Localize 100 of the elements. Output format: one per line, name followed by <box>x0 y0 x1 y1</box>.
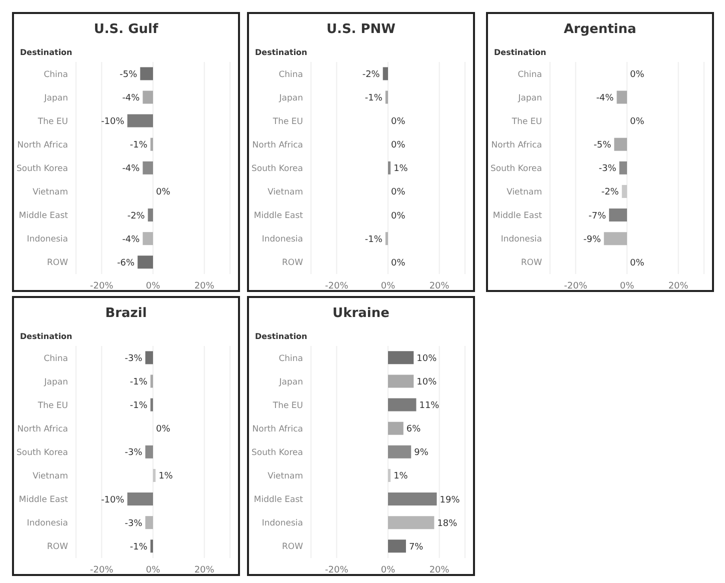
y-tick-label: Middle East <box>18 211 69 222</box>
chart-title: U.S. Gulf <box>92 22 160 39</box>
x-tick-label: 20% <box>194 565 215 576</box>
y-tick-label: Indonesia <box>26 518 68 529</box>
y-tick-label: The EU <box>36 116 68 127</box>
data-label: -5% <box>120 70 138 80</box>
data-label: -5% <box>594 140 612 151</box>
y-tick-label: South Korea <box>16 448 68 458</box>
y-tick-label: China <box>44 354 68 364</box>
bar <box>388 374 414 388</box>
y-tick-label: ROW <box>46 258 69 268</box>
y-axis-title: Destination <box>20 48 74 59</box>
y-tick-label: North Africa <box>17 140 68 150</box>
data-label: 0% <box>630 117 645 128</box>
y-tick-label: Japan <box>43 93 68 104</box>
chart-title: U.S. PNW <box>325 22 397 39</box>
bar <box>388 468 391 482</box>
data-label: 9% <box>414 448 429 458</box>
data-label: 10% <box>416 377 438 388</box>
bar <box>388 351 414 364</box>
y-tick-label: Middle East <box>254 495 304 506</box>
bar <box>388 516 434 530</box>
data-label: 0% <box>391 117 406 128</box>
x-tick-label: 0% <box>380 565 396 576</box>
bar <box>388 422 404 435</box>
data-label: -4% <box>596 93 614 104</box>
data-label: -1% <box>130 542 148 552</box>
x-tick-label: 20% <box>429 281 450 292</box>
bar <box>388 540 406 553</box>
data-label: 6% <box>406 424 422 435</box>
data-label: 0% <box>630 70 645 80</box>
y-tick-label: ROW <box>520 258 543 268</box>
y-tick-label: South Korea <box>251 448 303 458</box>
data-label: -3% <box>124 448 143 458</box>
x-tick-label: 20% <box>429 565 450 576</box>
data-label: 0% <box>391 140 406 151</box>
y-tick-label: The EU <box>510 116 542 127</box>
data-label: 1% <box>158 472 174 482</box>
x-tick-label: 0% <box>146 565 161 576</box>
data-label: 0% <box>391 188 406 198</box>
y-axis-title: Destination <box>255 332 308 343</box>
x-tick-label: 0% <box>146 281 161 292</box>
y-tick-label: South Korea <box>251 164 303 174</box>
y-tick-label: ROW <box>46 542 69 552</box>
chart-title: Brazil <box>104 306 148 323</box>
data-label: 0% <box>630 258 645 268</box>
y-tick-label: Indonesia <box>26 234 68 245</box>
data-label: -1% <box>364 234 383 245</box>
data-label: -3% <box>124 518 143 529</box>
data-label: 11% <box>419 401 440 412</box>
y-tick-label: South Korea <box>490 164 542 174</box>
bar <box>388 398 416 412</box>
y-tick-label: South Korea <box>16 164 68 174</box>
chart-title: Ukraine <box>332 306 390 323</box>
data-label: 10% <box>416 354 438 364</box>
y-axis-title: Destination <box>20 332 74 343</box>
y-tick-label: Middle East <box>254 211 304 222</box>
y-tick-label: ROW <box>282 542 304 552</box>
data-label: -2% <box>601 188 620 198</box>
data-label: -3% <box>598 164 617 174</box>
data-label: 0% <box>156 424 171 435</box>
data-label: -6% <box>117 258 136 268</box>
y-tick-label: Vietnam <box>32 472 68 482</box>
data-label: 18% <box>437 518 458 529</box>
data-label: -1% <box>130 401 148 412</box>
y-tick-label: Japan <box>278 377 303 388</box>
data-label: 0% <box>391 258 406 268</box>
y-axis-title: Destination <box>494 48 548 59</box>
data-label: -4% <box>122 93 140 104</box>
data-label: -4% <box>122 164 140 174</box>
y-tick-label: The EU <box>272 116 303 127</box>
data-label: 1% <box>394 164 408 174</box>
y-tick-label: Indonesia <box>500 234 542 245</box>
data-label: 7% <box>408 542 424 552</box>
data-label: -10% <box>101 495 125 506</box>
y-axis-title: Destination <box>255 48 308 59</box>
y-tick-label: Vietnam <box>32 188 68 198</box>
x-tick-label: 20% <box>668 281 689 292</box>
x-tick-label: -20% <box>325 565 349 576</box>
bar <box>388 492 437 506</box>
y-tick-label: China <box>278 70 303 80</box>
x-tick-label: 0% <box>380 281 396 292</box>
data-label: 0% <box>156 188 171 198</box>
x-tick-label: 20% <box>194 281 215 292</box>
x-tick-label: -20% <box>325 281 349 292</box>
data-label: -1% <box>130 140 148 151</box>
y-tick-label: Middle East <box>492 211 543 222</box>
x-tick-label: -20% <box>564 281 588 292</box>
y-tick-label: Vietnam <box>506 188 542 198</box>
y-tick-label: The EU <box>36 400 68 411</box>
data-label: -2% <box>127 211 146 222</box>
y-tick-label: North Africa <box>491 140 542 150</box>
x-tick-label: 0% <box>620 281 635 292</box>
data-label: -1% <box>364 93 383 104</box>
y-tick-label: Indonesia <box>262 518 303 529</box>
x-tick-label: -20% <box>90 565 114 576</box>
data-label: -7% <box>588 211 606 222</box>
y-tick-label: North Africa <box>17 424 68 434</box>
y-tick-label: Vietnam <box>268 188 303 198</box>
data-label: 19% <box>440 495 460 506</box>
